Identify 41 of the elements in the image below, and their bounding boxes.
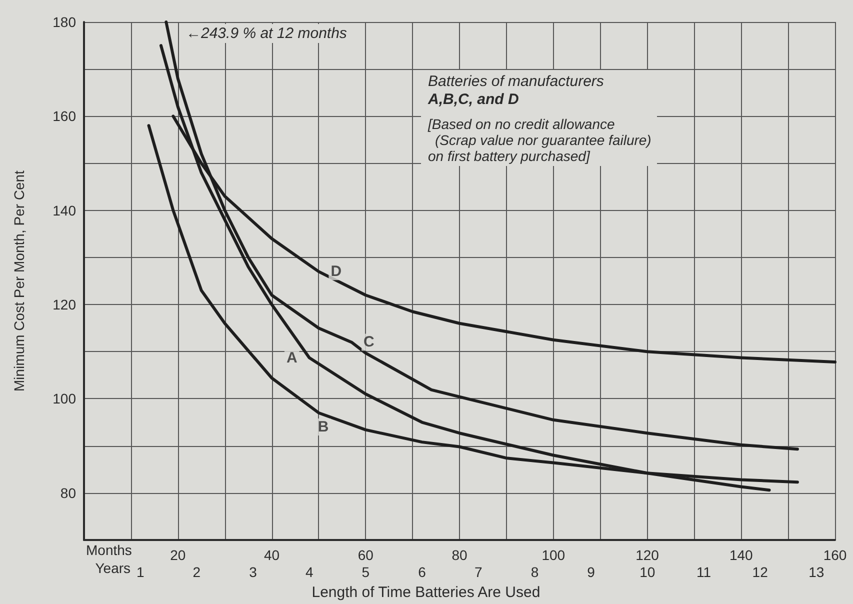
annotation: A (286, 349, 298, 366)
x-tick-label: 160 (823, 547, 847, 563)
x2-tick-label: 12 (752, 564, 768, 580)
annotation: C (364, 334, 375, 351)
x2-tick-label: 8 (530, 564, 539, 580)
annotation: D (330, 263, 342, 280)
x2-tick-label: 5 (362, 564, 370, 580)
y-tick-label: 80 (60, 484, 76, 501)
annotation: B (318, 418, 329, 436)
x-tick-label: 80 (452, 547, 468, 563)
x-tick-label: 120 (636, 547, 660, 563)
y-tick-label: 160 (52, 108, 76, 124)
x-axis-title: Length of Time Batteries Are Used (312, 584, 540, 601)
x2-tick-label: 11 (696, 564, 712, 580)
x-tick-label: 40 (264, 547, 280, 563)
x-tick-label: 20 (170, 547, 186, 563)
x-tick-label: 60 (358, 547, 374, 563)
y-axis-title: Minimum Cost Per Month, Per Cent (11, 170, 27, 392)
x2-tick-label: 13 (808, 564, 824, 580)
x2-tick-label: 4 (305, 564, 314, 580)
x2-tick-label: 7 (474, 564, 482, 580)
y-tick-label: 140 (52, 202, 76, 218)
annotation: ←243.9 % at 12 months (186, 25, 348, 42)
x2-tick-label: 9 (587, 564, 596, 580)
text: Batteries of manufacturers (428, 73, 604, 90)
x2-tick-label: 2 (192, 564, 201, 580)
y-tick-label: 120 (52, 296, 76, 313)
y-tick-label: 100 (52, 390, 76, 407)
annotation: (Scrap value nor guarantee failure) (435, 132, 652, 148)
text: A,B,C, and D (427, 91, 519, 108)
x2-axis-title: Years (95, 560, 131, 576)
y-tick-label: 180 (52, 14, 76, 30)
annotation: on first battery purchased] (428, 148, 591, 164)
annotation: [Based on no credit allowance (427, 116, 615, 132)
x2-tick-label: 3 (249, 564, 258, 580)
x-tick-label: 140 (729, 547, 754, 563)
x-tick-label: 100 (542, 547, 566, 563)
x2-tick-label: 6 (418, 564, 426, 580)
x2-tick-label: 1 (136, 564, 144, 580)
x2-tick-label: 10 (640, 564, 656, 580)
text: Months (86, 542, 132, 558)
